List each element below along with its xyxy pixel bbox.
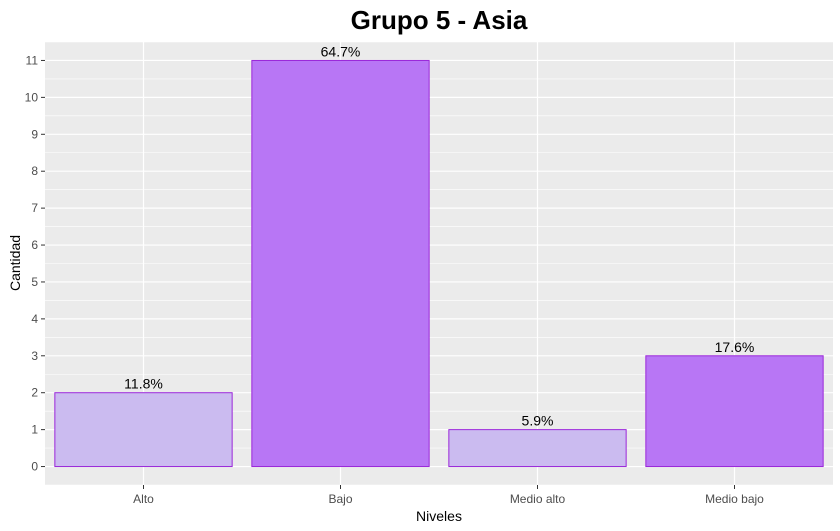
x-axis-ticks: Alto Bajo Medio alto Medio bajo — [133, 485, 764, 506]
y-tick-label: 2 — [31, 386, 38, 400]
y-tick-label: 1 — [31, 423, 38, 437]
x-tick-label: Alto — [133, 492, 154, 506]
bar-medio-bajo — [645, 355, 824, 468]
y-tick-label: 9 — [31, 127, 38, 141]
y-tick-label: 10 — [25, 90, 39, 104]
data-label: 64.7% — [321, 43, 361, 59]
bar-alto — [54, 392, 233, 468]
chart-title: Grupo 5 - Asia — [351, 5, 528, 35]
data-label: 17.6% — [715, 339, 755, 355]
x-axis-title: Niveles — [416, 508, 462, 524]
x-tick-label: Medio alto — [510, 492, 566, 506]
y-tick-label: 0 — [31, 460, 38, 474]
y-axis-title: Cantidad — [7, 235, 23, 291]
y-tick-label: 11 — [26, 53, 39, 67]
bar-bajo — [251, 59, 430, 468]
x-tick-label: Bajo — [328, 492, 352, 506]
y-tick-label: 8 — [31, 164, 38, 178]
y-tick-label: 7 — [31, 201, 38, 215]
y-tick-label: 4 — [31, 312, 38, 326]
y-tick-label: 6 — [31, 238, 38, 252]
data-label: 11.8% — [124, 376, 163, 392]
y-axis-ticks: 0 1 2 3 4 5 6 7 8 9 10 11 — [25, 53, 45, 474]
bars — [54, 59, 824, 468]
data-labels: 11.8% 64.7% 5.9% 17.6% — [124, 43, 754, 428]
x-tick-label: Medio bajo — [705, 492, 764, 506]
data-label: 5.9% — [522, 413, 554, 429]
y-tick-label: 5 — [31, 275, 38, 289]
bar-medio-alto — [448, 429, 627, 468]
y-tick-label: 3 — [31, 349, 38, 363]
